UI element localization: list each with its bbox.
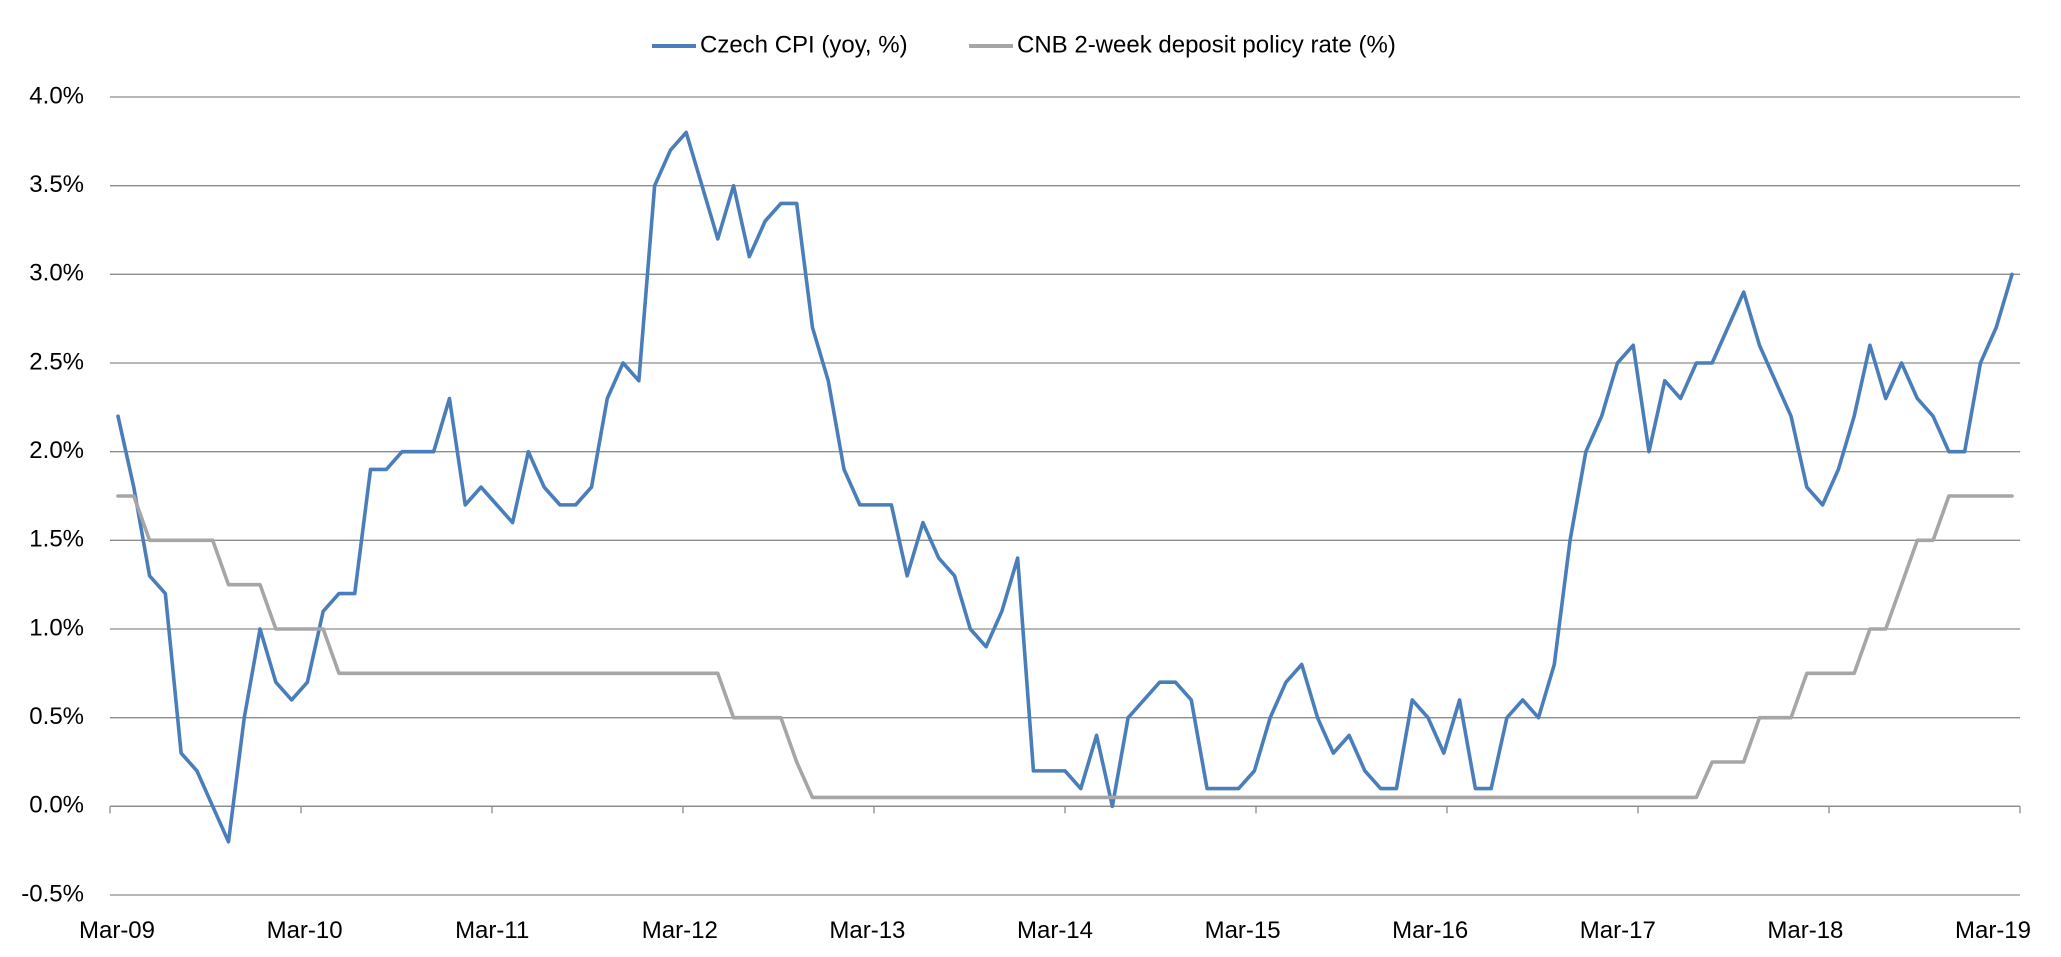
x-tick-label: Mar-13 <box>829 917 905 944</box>
policy-rate-series-line <box>116 494 2014 800</box>
x-tick-label: Mar-12 <box>642 917 718 944</box>
series-lines <box>116 130 2014 844</box>
x-tick-label: Mar-09 <box>79 917 155 944</box>
x-tick-label: Mar-19 <box>1955 917 2031 944</box>
y-tick-label: 0.5% <box>29 703 84 730</box>
x-tick-label: Mar-16 <box>1392 917 1468 944</box>
x-tick-label: Mar-11 <box>455 917 529 944</box>
legend: Czech CPI (yoy, %) CNB 2-week deposit po… <box>652 31 1396 58</box>
y-tick-label: 1.5% <box>29 526 84 553</box>
y-tick-label: 4.0% <box>29 82 84 109</box>
y-tick-label: 0.0% <box>29 792 84 819</box>
x-tick-label: Mar-17 <box>1580 917 1656 944</box>
y-tick-label: 1.0% <box>29 614 84 641</box>
x-tick-label: Mar-18 <box>1767 917 1843 944</box>
y-tick-label: 3.0% <box>29 260 84 287</box>
cpi-series-line <box>116 130 2014 844</box>
gridlines <box>110 96 2020 896</box>
y-tick-label: 2.5% <box>29 348 84 375</box>
y-tick-label: -0.5% <box>21 880 84 907</box>
y-tick-label: 2.0% <box>29 437 84 464</box>
legend-label-policy-rate: CNB 2-week deposit policy rate (%) <box>1017 31 1396 58</box>
y-tick-label: 3.5% <box>29 171 84 198</box>
x-tick-label: Mar-14 <box>1017 917 1093 944</box>
legend-label-cpi: Czech CPI (yoy, %) <box>700 31 908 58</box>
x-tick-label: Mar-15 <box>1205 917 1281 944</box>
axes: 4.0% 3.5% 3.0% 2.5% 2.0% 1.5% 1.0% 0.5% 0.0% -0.5… <box>21 82 2031 944</box>
x-tick-label: Mar-10 <box>267 917 343 944</box>
